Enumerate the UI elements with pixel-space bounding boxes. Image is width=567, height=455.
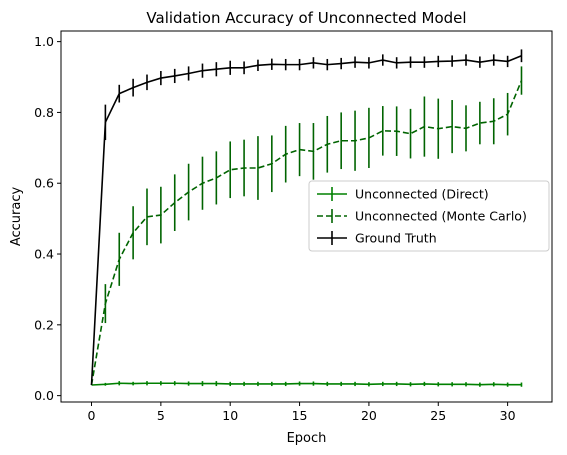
y-tick-label: 0.6 <box>34 176 54 191</box>
series-line-1 <box>90 80 523 386</box>
chart-title: Validation Accuracy of Unconnected Model <box>146 9 466 27</box>
x-axis: 0 5 10 15 20 25 30 <box>88 402 516 423</box>
series-line-2 <box>90 55 522 386</box>
series-line-0 <box>91 382 522 386</box>
y-tick-label: 0.4 <box>34 247 54 262</box>
x-tick-label: 5 <box>157 408 165 423</box>
x-tick-label: 30 <box>500 408 516 423</box>
x-tick-label: 25 <box>430 408 446 423</box>
legend-label: Unconnected (Monte Carlo) <box>355 209 527 224</box>
y-axis: 0.0 0.2 0.4 0.6 0.8 1.0 <box>34 34 61 403</box>
x-axis-title: Epoch <box>287 431 327 446</box>
legend: Unconnected (Direct) Unconnected (Monte C… <box>308 180 550 252</box>
legend-label: Ground Truth <box>355 231 437 246</box>
x-tick-label: 20 <box>361 408 377 423</box>
legend-box <box>308 180 550 252</box>
y-axis-title: Accuracy <box>9 187 24 247</box>
plot-area <box>60 30 553 403</box>
x-tick-label: 0 <box>88 408 96 423</box>
x-tick-label: 10 <box>222 408 238 423</box>
plot-frame <box>60 30 553 403</box>
y-tick-label: 1.0 <box>34 34 54 49</box>
y-tick-label: 0.2 <box>34 317 54 332</box>
y-tick-label: 0.0 <box>34 388 54 403</box>
y-tick-label: 0.8 <box>34 105 54 120</box>
legend-label: Unconnected (Direct) <box>355 187 489 202</box>
x-tick-label: 15 <box>292 408 308 423</box>
